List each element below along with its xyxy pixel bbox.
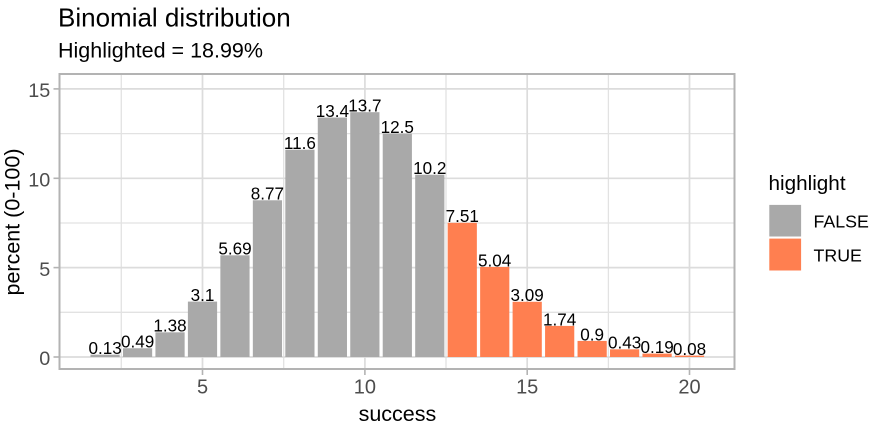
svg-text:0.19: 0.19: [640, 338, 673, 357]
svg-text:5.69: 5.69: [218, 240, 251, 259]
svg-text:percent (0-100): percent (0-100): [1, 149, 25, 296]
svg-text:1.38: 1.38: [153, 317, 186, 336]
svg-text:15: 15: [516, 377, 538, 399]
svg-text:10.2: 10.2: [413, 159, 446, 178]
svg-text:FALSE: FALSE: [814, 212, 869, 232]
svg-text:0.9: 0.9: [580, 325, 604, 344]
svg-text:8.77: 8.77: [251, 185, 284, 204]
svg-text:10: 10: [28, 169, 50, 191]
svg-text:12.5: 12.5: [381, 118, 414, 137]
svg-text:1.74: 1.74: [543, 310, 576, 329]
svg-text:3.1: 3.1: [191, 286, 215, 305]
svg-text:TRUE: TRUE: [814, 246, 863, 266]
svg-text:5.04: 5.04: [478, 251, 511, 270]
svg-text:0.43: 0.43: [608, 334, 641, 353]
svg-text:0.08: 0.08: [673, 340, 706, 359]
svg-text:Highlighted = 18.99%: Highlighted = 18.99%: [58, 39, 263, 63]
svg-text:0: 0: [39, 348, 50, 370]
svg-text:11.6: 11.6: [284, 134, 316, 153]
svg-text:7.51: 7.51: [446, 207, 479, 226]
svg-text:20: 20: [678, 377, 700, 399]
svg-text:13.7: 13.7: [348, 97, 381, 116]
svg-text:13.4: 13.4: [316, 102, 349, 121]
svg-text:3.09: 3.09: [511, 286, 544, 305]
svg-text:10: 10: [354, 377, 376, 399]
svg-text:5: 5: [197, 377, 208, 399]
svg-text:5: 5: [39, 259, 50, 281]
svg-text:Binomial distribution: Binomial distribution: [58, 3, 291, 33]
svg-text:success: success: [359, 402, 437, 426]
svg-text:0.49: 0.49: [121, 333, 154, 352]
svg-text:0.13: 0.13: [88, 339, 121, 358]
svg-text:highlight: highlight: [769, 172, 846, 195]
svg-text:15: 15: [28, 80, 50, 102]
